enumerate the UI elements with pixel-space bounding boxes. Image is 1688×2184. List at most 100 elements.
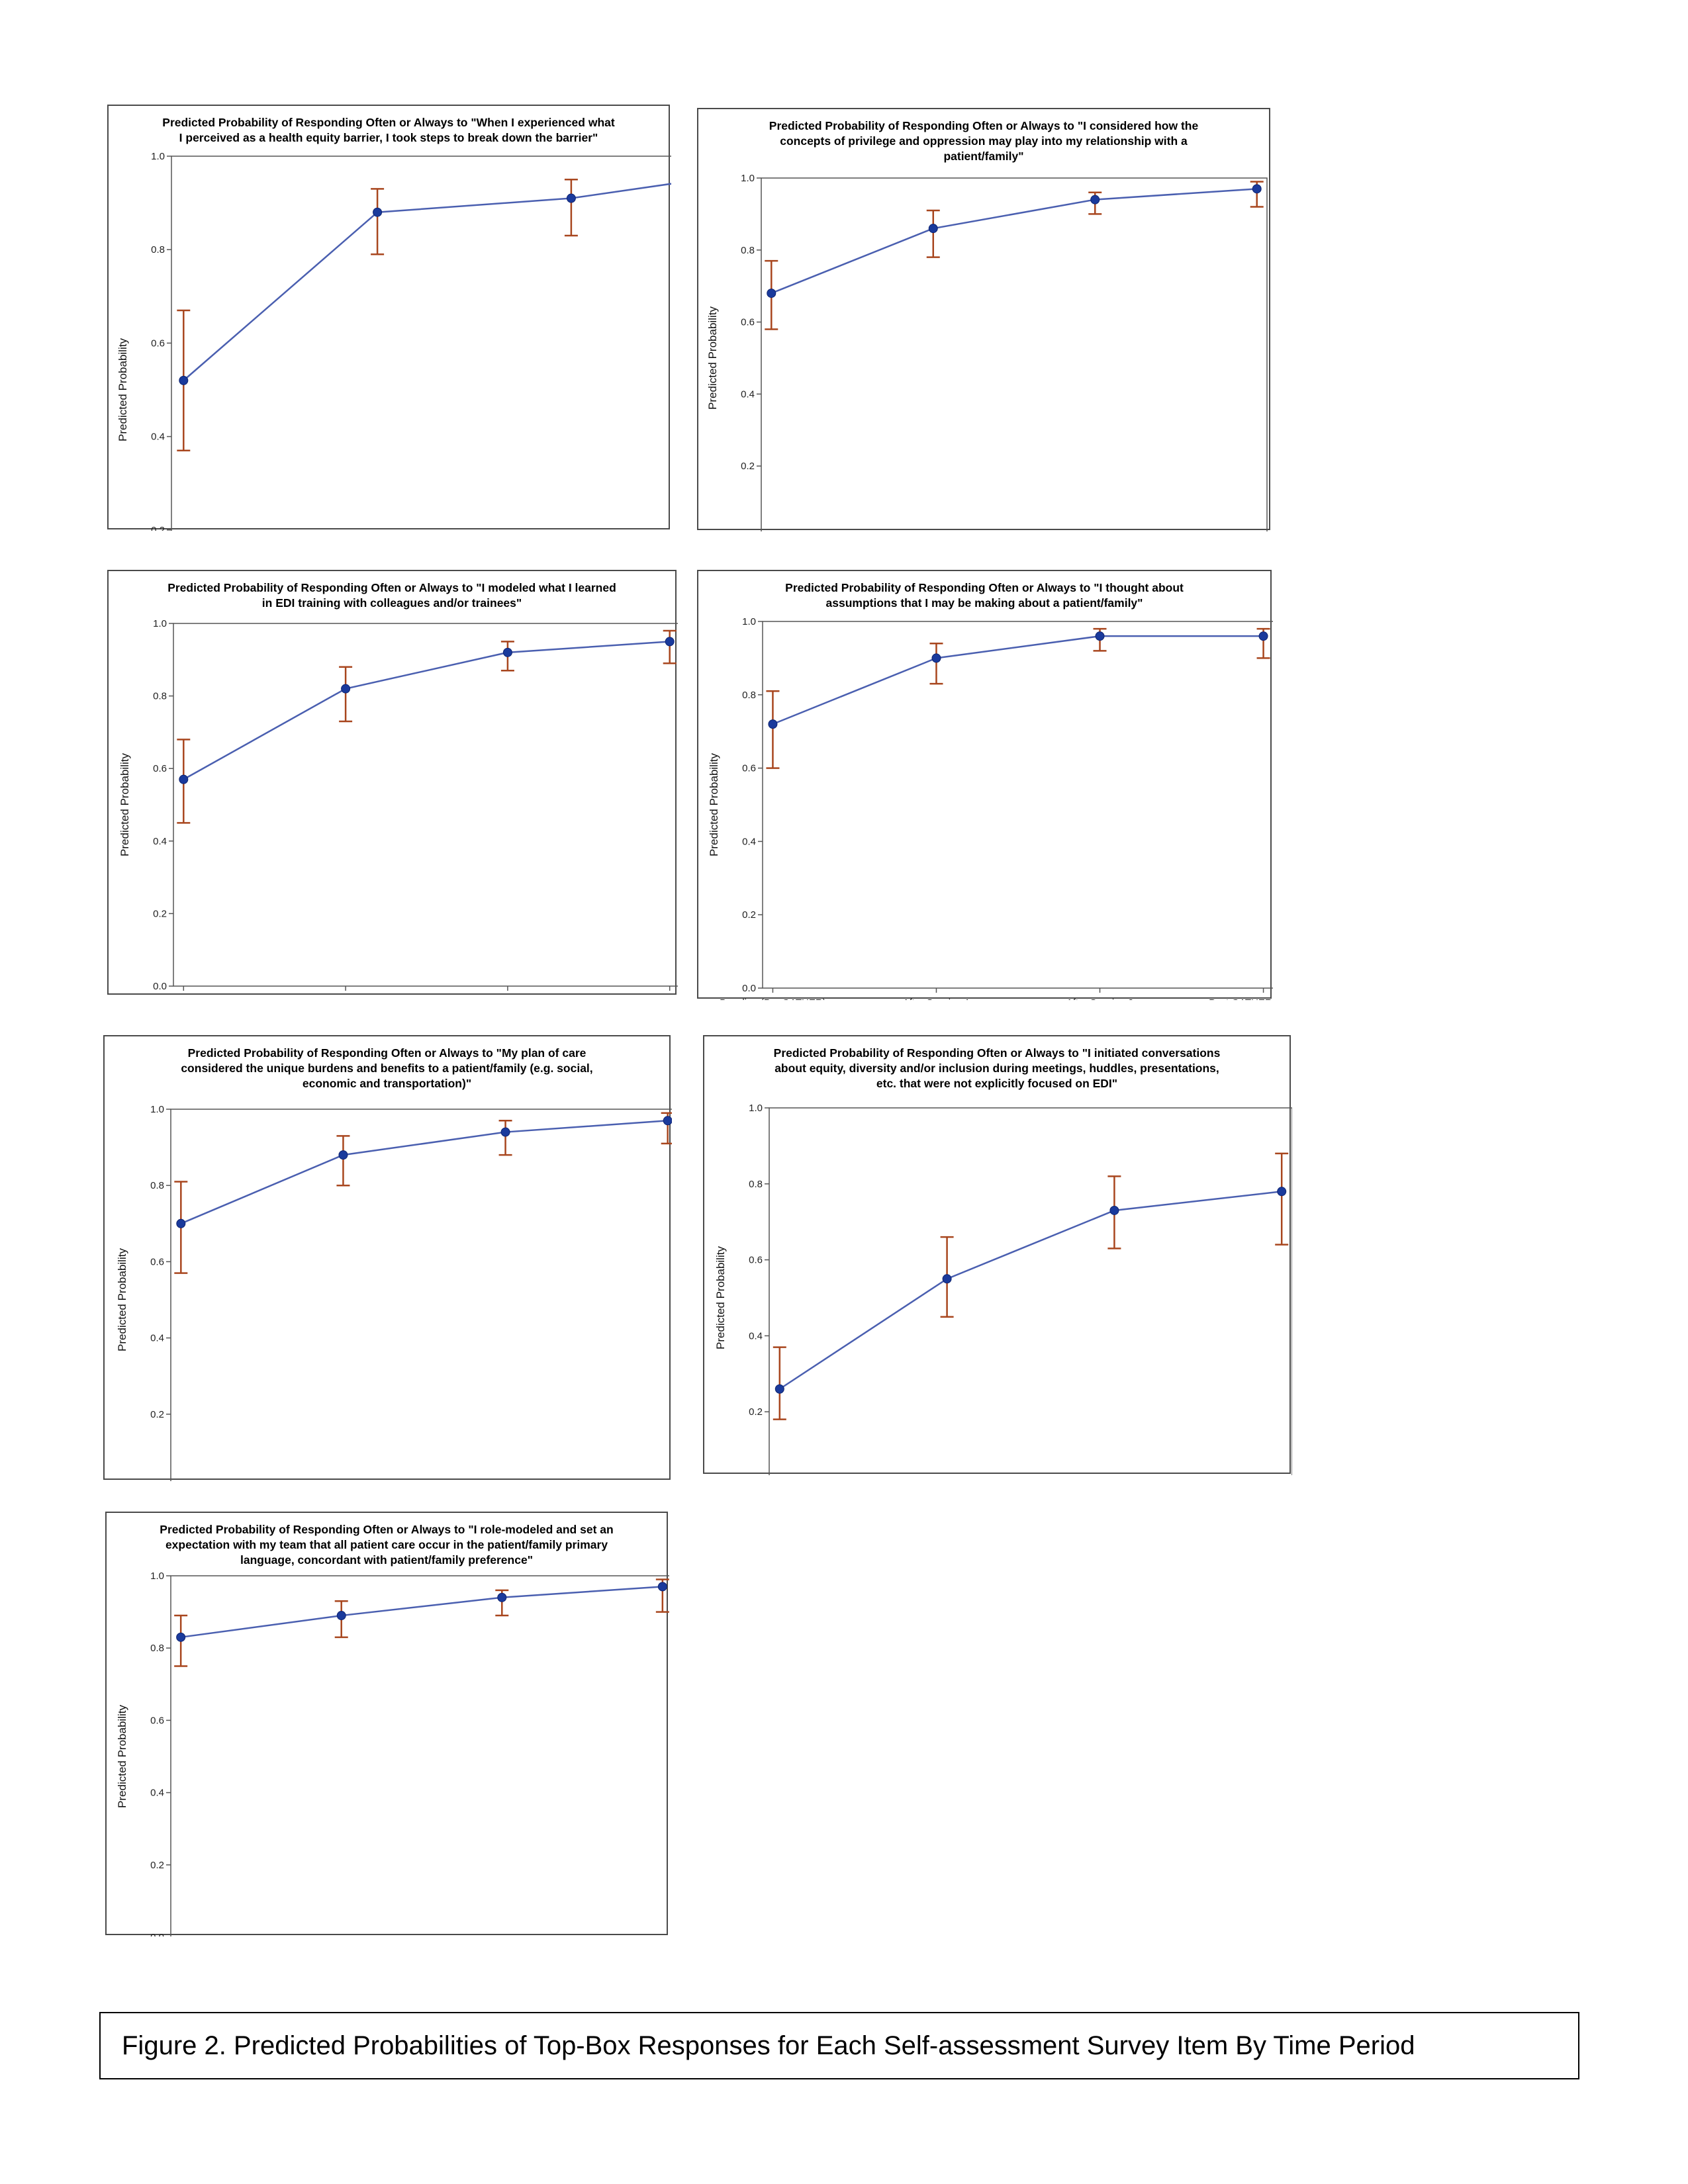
plot-area: [761, 177, 1268, 531]
plot-area: [170, 1575, 669, 1936]
chart-title-line: assumptions that I may be making about a…: [825, 596, 1143, 610]
data-point: [1258, 631, 1268, 641]
data-point: [665, 637, 675, 647]
y-tick-label: 0.4: [150, 1788, 164, 1799]
chart-plot-7: 0.00.20.40.60.81.0Baseline (Pre GATHER)A…: [116, 1570, 669, 1936]
y-tick-label: 0.0: [742, 983, 756, 994]
data-point: [179, 375, 189, 385]
plot-area: [170, 1109, 672, 1481]
chart-panel-4: Predicted Probability of Responding Ofte…: [697, 570, 1273, 1000]
x-tick-label: Post GATHER Follow-up: [615, 995, 678, 996]
y-tick-label: 1.0: [153, 618, 167, 629]
chart-title: Predicted Probability of Responding Ofte…: [115, 115, 662, 146]
chart-title-line: I perceived as a health equity barrier, …: [179, 131, 598, 144]
y-tick-label: 0.6: [153, 763, 167, 774]
x-tick-label: After Session 2: [474, 995, 541, 996]
data-point: [500, 1127, 510, 1137]
chart-panel-5: Predicted Probability of Responding Ofte…: [103, 1035, 672, 1481]
chart-title-line: Predicted Probability of Responding Ofte…: [162, 116, 615, 129]
chart-title-line: concepts of privilege and oppression may…: [780, 134, 1188, 148]
chart-title-line: etc. that were not explicitly focused on…: [876, 1077, 1118, 1090]
y-tick-label: 1.0: [741, 173, 755, 184]
y-tick-label: 0.8: [150, 1180, 164, 1191]
data-point: [931, 653, 941, 663]
chart-title: Predicted Probability of Responding Ofte…: [113, 1522, 660, 1568]
chart-title-line: economic and transportation)": [302, 1077, 472, 1090]
chart-plot-2: 0.00.20.40.60.81.0Baseline (Pre GATHER)A…: [706, 173, 1268, 531]
data-point: [179, 774, 189, 784]
chart-title-line: Predicted Probability of Responding Ofte…: [167, 581, 616, 594]
plot-area: [171, 156, 671, 531]
y-tick-label: 0.4: [741, 388, 755, 400]
y-tick-label: 0.4: [742, 836, 756, 847]
data-point: [1277, 1187, 1287, 1197]
y-tick-label: 0.8: [741, 245, 755, 256]
y-tick-label: 0.2: [749, 1406, 763, 1418]
data-point: [497, 1592, 507, 1602]
y-tick-label: 0.0: [153, 981, 167, 992]
plot-area: [762, 621, 1273, 989]
chart-title: Predicted Probability of Responding Ofte…: [705, 580, 1264, 611]
chart-title-line: Predicted Probability of Responding Ofte…: [785, 581, 1184, 594]
y-tick-label: 0.4: [151, 432, 165, 443]
y-tick-label: 0.6: [150, 1715, 164, 1726]
figure-caption: Figure 2. Predicted Probabilities of Top…: [99, 2012, 1579, 2079]
data-point: [942, 1274, 952, 1284]
chart-title: Predicted Probability of Responding Ofte…: [111, 1046, 663, 1091]
chart-title: Predicted Probability of Responding Ofte…: [705, 118, 1262, 164]
data-point: [1252, 184, 1262, 194]
data-point: [1095, 631, 1105, 641]
y-tick-label: 0.6: [150, 1256, 164, 1267]
y-tick-label: 0.6: [749, 1255, 763, 1266]
y-axis-label: Predicted Probability: [714, 1246, 727, 1349]
data-point: [176, 1218, 186, 1228]
chart-title-line: considered the unique burdens and benefi…: [181, 1062, 593, 1075]
chart-title: Predicted Probability of Responding Ofte…: [711, 1046, 1283, 1091]
y-tick-label: 0.6: [742, 763, 756, 774]
x-tick-label: Baseline (Pre GATHER): [720, 997, 826, 1000]
chart-plot-5: 0.00.20.40.60.81.0Baseline (Pre GATHER)A…: [116, 1104, 672, 1481]
y-tick-label: 0.6: [741, 317, 755, 328]
y-tick-label: 0.8: [749, 1179, 763, 1190]
data-point: [663, 1116, 672, 1126]
chart-panel-2: Predicted Probability of Responding Ofte…: [697, 108, 1270, 531]
y-tick-label: 0.8: [151, 244, 165, 255]
x-tick-label: After Session 1: [312, 995, 379, 996]
chart-panel-3: Predicted Probability of Responding Ofte…: [107, 570, 678, 996]
series-line: [771, 188, 1257, 295]
plot-area: [173, 623, 678, 987]
y-tick-label: 0.8: [150, 1643, 164, 1654]
y-tick-label: 1.0: [151, 151, 165, 162]
chart-title-line: Predicted Probability of Responding Ofte…: [160, 1523, 614, 1536]
chart-title-line: Predicted Probability of Responding Ofte…: [769, 119, 1199, 132]
series-line: [772, 635, 1264, 725]
chart-title-line: patient/family": [943, 150, 1024, 163]
y-tick-label: 0.4: [153, 836, 167, 847]
chart-panel-6: Predicted Probability of Responding Ofte…: [703, 1035, 1292, 1475]
chart-title-line: Predicted Probability of Responding Ofte…: [187, 1046, 586, 1060]
data-point: [566, 193, 576, 203]
y-tick-label: 0.2: [150, 1409, 164, 1420]
y-tick-label: 1.0: [150, 1570, 164, 1582]
data-point: [502, 647, 512, 657]
y-axis-label: Predicted Probability: [117, 338, 129, 441]
y-tick-label: 1.0: [150, 1104, 164, 1115]
chart-title: Predicted Probability of Responding Ofte…: [115, 580, 669, 611]
plot-area: [769, 1107, 1292, 1475]
x-tick-label: After Session 2: [1066, 997, 1134, 1000]
chart-plot-1: 0.00.20.40.60.81.0Baseline (Pre GATHER)A…: [117, 151, 671, 531]
series-line: [183, 183, 671, 381]
chart-plot-6: 0.00.20.40.60.81.0Baseline (Pre GATHER)A…: [714, 1103, 1292, 1475]
data-point: [928, 224, 938, 234]
data-point: [768, 719, 778, 729]
chart-title-line: about equity, diversity and/or inclusion…: [774, 1062, 1219, 1075]
y-tick-label: 0.8: [153, 691, 167, 702]
data-point: [338, 1150, 348, 1160]
data-point: [341, 684, 351, 694]
series-line: [180, 1120, 668, 1224]
y-tick-label: 0.2: [741, 461, 755, 472]
y-tick-label: 0.8: [742, 690, 756, 701]
y-tick-label: 0.4: [749, 1330, 763, 1342]
y-axis-label: Predicted Probability: [708, 753, 720, 856]
y-tick-label: 0.2: [153, 908, 167, 919]
